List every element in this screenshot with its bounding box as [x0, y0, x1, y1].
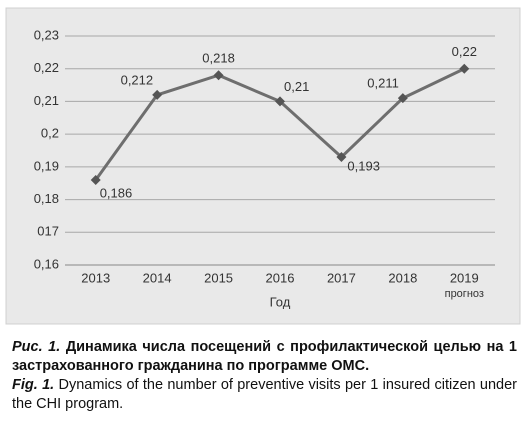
y-tick-label: 0,18	[34, 191, 59, 206]
caption-en: Fig. 1. Dynamics of the number of preven…	[12, 376, 517, 414]
x-tick-label: 2014	[143, 270, 172, 285]
x-tick-label: 2015	[204, 270, 233, 285]
caption-ru: Рис. 1. Динамика числа посещений с профи…	[12, 338, 517, 376]
x-axis-label: Год	[270, 294, 291, 309]
data-label: 0,218	[202, 51, 235, 66]
x-tick-label: 2013	[81, 270, 110, 285]
data-label: 0,22	[452, 44, 477, 59]
data-point	[336, 152, 347, 163]
y-tick-label: 0,2	[41, 126, 59, 141]
x-tick-label: 2016	[266, 270, 295, 285]
data-point	[397, 93, 408, 104]
data-point	[213, 70, 224, 81]
y-tick-label: 0,22	[34, 60, 59, 75]
data-label: 0,212	[121, 72, 154, 87]
caption-ru-text: Динамика числа посещений с профилактичес…	[12, 339, 517, 374]
data-label: 0,193	[347, 158, 380, 173]
caption-en-label: Fig. 1.	[12, 377, 55, 393]
y-tick-label: 0,21	[34, 93, 59, 108]
data-point	[275, 96, 285, 107]
x-tick-label: 2018	[388, 270, 417, 285]
caption: Рис. 1. Динамика числа посещений с профи…	[12, 338, 517, 414]
data-point	[90, 174, 101, 185]
y-tick-label: 0,19	[34, 158, 59, 173]
chart-background	[5, 7, 521, 325]
caption-ru-label: Рис. 1.	[12, 339, 61, 355]
y-tick-label: 0,16	[34, 256, 59, 271]
data-point	[459, 63, 470, 74]
data-label: 0,21	[284, 79, 309, 94]
x-tick-label: 2017	[327, 270, 356, 285]
y-tick-label: 0,23	[34, 27, 59, 42]
data-label: 0,211	[367, 76, 399, 91]
x-tick-label: 2019	[450, 270, 479, 285]
data-label: 0,186	[100, 185, 133, 200]
y-tick-label: 017	[37, 224, 59, 239]
chart: 0,16 017 0,18 0,19 0,2 0,21 0,22 0,23 2013 2014 20…	[5, 7, 521, 325]
caption-en-text: Dynamics of the number of preventive vis…	[12, 377, 518, 412]
data-point	[152, 89, 163, 100]
x-tick-note: прогноз	[445, 288, 484, 300]
